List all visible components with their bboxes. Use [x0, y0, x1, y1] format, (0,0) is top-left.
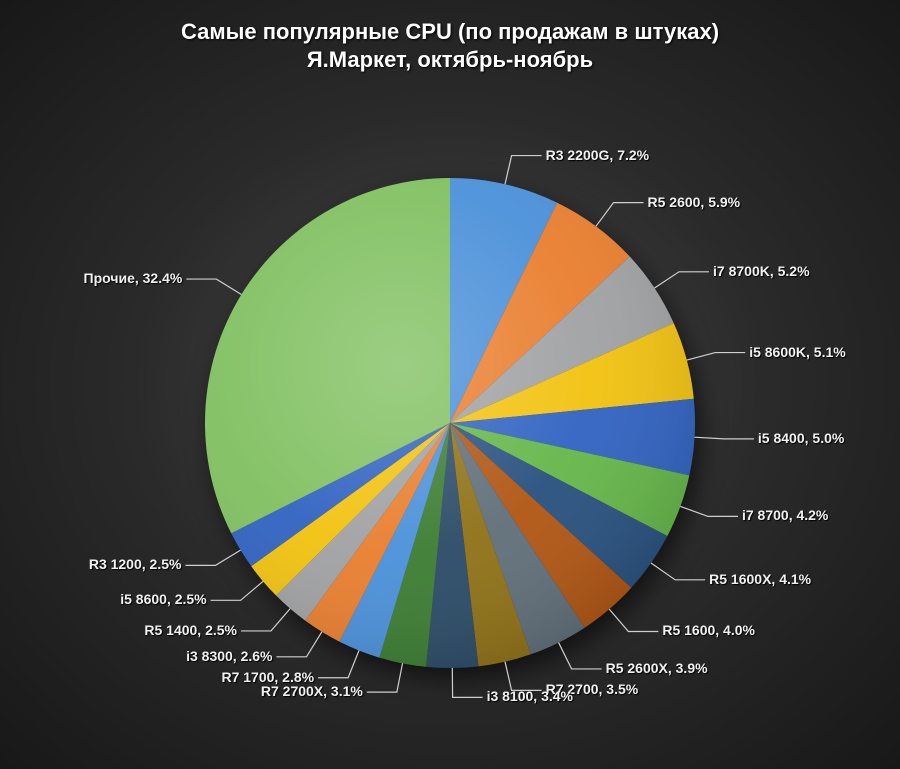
slice-label: i3 8100, 3.4% [487, 688, 573, 704]
slice-label: R3 1200, 2.5% [89, 556, 182, 572]
slice-label: i3 8300, 2.6% [186, 648, 272, 664]
slice-label: i5 8600, 2.5% [120, 591, 206, 607]
slice-label: R5 1600X, 4.1% [709, 571, 811, 587]
title-line-2: Я.Маркет, октябрь-ноябрь [0, 46, 900, 74]
slice-label: i5 8600K, 5.1% [749, 344, 846, 360]
chart-title: Самые популярные CPU (по продажам в штук… [0, 0, 900, 73]
slice-label: R5 2600, 5.9% [648, 194, 741, 210]
slice-label: R7 1700, 2.8% [221, 669, 314, 685]
title-line-1: Самые популярные CPU (по продажам в штук… [0, 18, 900, 46]
slice-label: R3 2200G, 7.2% [546, 147, 650, 163]
chart-container: Самые популярные CPU (по продажам в штук… [0, 0, 900, 769]
pie-chart [190, 163, 710, 683]
slice-label: R5 2600X, 3.9% [606, 660, 708, 676]
slice-label: R5 1600, 4.0% [662, 622, 755, 638]
slice-label: i7 8700K, 5.2% [713, 263, 810, 279]
slice-label: i5 8400, 5.0% [758, 430, 844, 446]
slice-label: R5 1400, 2.5% [144, 622, 237, 638]
slice-label: i7 8700, 4.2% [742, 507, 828, 523]
slice-label: Прочие, 32.4% [84, 270, 183, 286]
slice-label: R7 2700X, 3.1% [261, 683, 363, 699]
